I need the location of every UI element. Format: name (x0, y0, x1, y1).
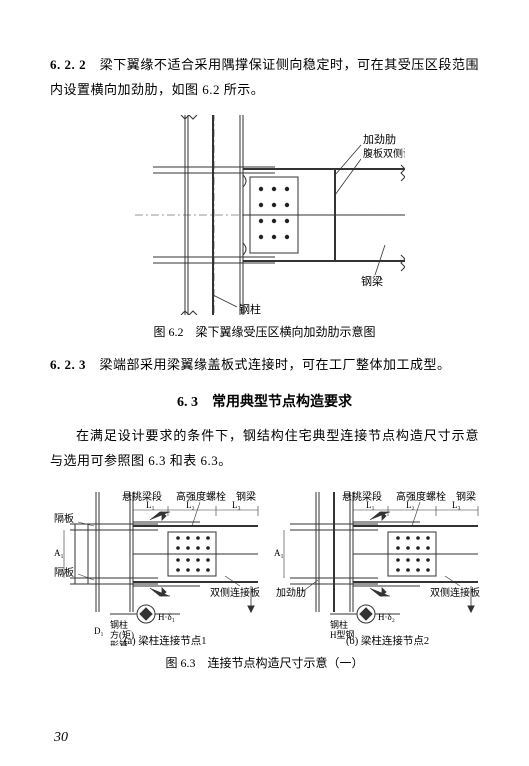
num-622: 6. 2. 2 (50, 57, 86, 72)
subcap-a: (a) 梁柱连接节点1 (124, 634, 207, 646)
lbl-bolt-b: 高强度螺栓 (396, 490, 446, 503)
caption-fig-6-3: 图 6.3 连接节点构造尺寸示意（一） (50, 654, 479, 671)
lbl-beam-a: 钢梁 (236, 490, 256, 503)
lbl-beam: 钢梁 (361, 274, 383, 288)
txt-623: 梁端部采用梁翼缘盖板式连接时，可在工厂整体加工成型。 (86, 357, 451, 372)
lbl-bolt-a: 高强度螺栓 (176, 490, 226, 503)
lbl-beam-b: 钢梁 (456, 490, 476, 503)
para-6-2-3: 6. 2. 3 梁端部采用梁翼缘盖板式连接时，可在工厂整体加工成型。 (50, 353, 479, 378)
sym-a1-a: A₁ (54, 548, 64, 558)
lbl-geban-a: 隔板 (54, 512, 74, 525)
sym-d-a: D₁ (94, 626, 104, 636)
sym-hd-a: H·δ₁ (158, 612, 175, 622)
lbl-side-a: 双侧连接板 (210, 586, 260, 599)
page-number: 30 (54, 730, 68, 746)
lbl-xuantiao-b: 悬挑梁段 (342, 490, 382, 503)
lbl-xuantiao-a: 悬挑梁段 (122, 490, 162, 503)
txt-622: 梁下翼缘不适合采用隅撑保证侧向稳定时，可在其受压区段范围内设置横向加劲肋，如图 … (50, 57, 479, 97)
figure-6-3: L₁ L₂ L₃ A₁ D₁ 隔板 隔板 悬挑梁段 高强度螺栓 钢梁 双侧连接板… (50, 486, 480, 646)
para-6-2-2: 6. 2. 2 梁下翼缘不适合采用隅撑保证侧向稳定时，可在其受压区段范围内设置横… (50, 53, 479, 102)
caption-fig-6-2: 图 6.2 梁下翼缘受压区横向加劲肋示意图 (50, 323, 479, 340)
lbl-side-b: 双侧连接板 (430, 586, 480, 599)
sym-a1-b: A₁ (274, 548, 284, 558)
heading-6-3: 6. 3 常用典型节点构造要求 (50, 391, 479, 411)
lbl-rib2: 腹板双侧设置 (363, 147, 405, 160)
subcap-b: (b) 梁柱连接节点2 (346, 634, 429, 646)
figure-6-2: 加劲肋 腹板双侧设置 钢梁 钢柱 (125, 115, 405, 315)
num-623: 6. 2. 3 (50, 357, 86, 372)
lbl-col: 钢柱 (239, 302, 261, 315)
lbl-rib-b: 加劲肋 (276, 586, 306, 599)
lbl-geban2-a: 隔板 (54, 566, 74, 579)
sym-hd-b: H·δ₂ (378, 612, 395, 622)
para-6-3: 在满足设计要求的条件下，钢结构住宅典型连接节点构造尺寸示意与选用可参照图 6.3… (50, 424, 479, 473)
lbl-rib: 加劲肋 (363, 132, 396, 146)
